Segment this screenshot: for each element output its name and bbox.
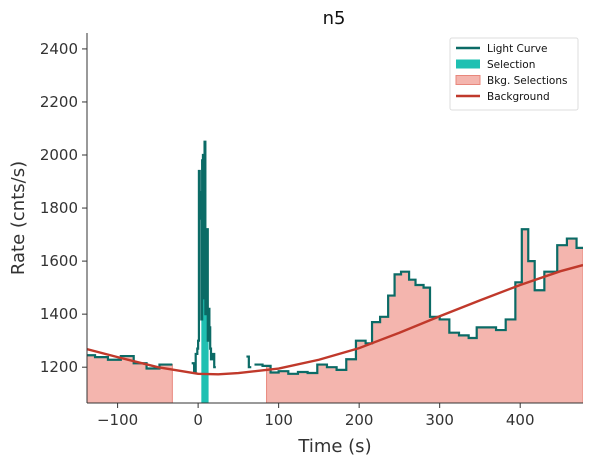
- x-tick-label: 0: [193, 411, 203, 429]
- light-curve-segment-3: [254, 228, 583, 375]
- y-tick-label: 2400: [40, 40, 78, 58]
- chart-title: n5: [323, 8, 346, 29]
- light-curve-segment-2: [246, 355, 252, 369]
- axes: −100 0 100 200 300 400 1200 1400 1600 1800 2000 220…: [40, 33, 583, 429]
- light-curve-segment-1: [191, 140, 216, 374]
- legend-swatch-2: [455, 75, 481, 85]
- x-tick-label: 400: [506, 411, 535, 429]
- y-tick-label: 2000: [40, 146, 78, 164]
- legend-label-1: Selection: [487, 59, 535, 71]
- y-tick-label: 1600: [40, 252, 78, 270]
- x-axis-label: Time (s): [297, 436, 371, 457]
- legend-swatch-1: [456, 59, 480, 69]
- legend-label-0: Light Curve: [487, 43, 548, 55]
- x-tick-label: 300: [425, 411, 454, 429]
- legend-label-3: Background: [487, 91, 550, 103]
- x-tick-label: 200: [345, 411, 374, 429]
- y-tick-label: 1400: [40, 305, 78, 323]
- x-tick-label: 100: [264, 411, 293, 429]
- legend: Light Curve Selection Bkg. Selections Backg…: [449, 37, 579, 111]
- y-tick-label: 1800: [40, 199, 78, 217]
- y-tick-label: 2200: [40, 93, 78, 111]
- y-tick-label: 1200: [40, 358, 78, 376]
- light-curve-segment-0: [87, 354, 173, 370]
- x-tick-label: −100: [97, 411, 138, 429]
- y-axis-label: Rate (cnts/s): [8, 161, 29, 275]
- legend-label-2: Bkg. Selections: [487, 75, 567, 87]
- background-model-line: [87, 263, 583, 376]
- plot-area: [87, 140, 583, 403]
- legend-frame: [449, 37, 579, 111]
